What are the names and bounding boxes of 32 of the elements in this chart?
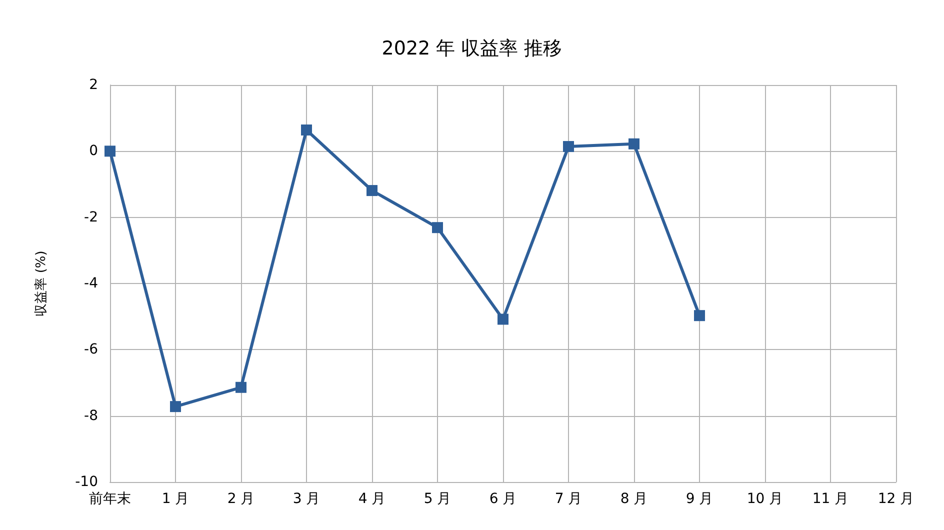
- x-tick-label: 9 月: [686, 491, 714, 507]
- point: [563, 141, 574, 152]
- x-tick-label: 11 月: [812, 491, 849, 507]
- y-tick-label: -10: [75, 474, 98, 490]
- y-tick-label: 0: [89, 143, 98, 160]
- x-tick-label: 8 月: [620, 491, 648, 507]
- x-tick-label: 前年末: [89, 491, 131, 507]
- y-tick-label: -4: [84, 276, 98, 292]
- point: [694, 310, 705, 322]
- point: [104, 146, 116, 157]
- x-tick-label: 7 月: [554, 491, 582, 507]
- y-tick-label: -6: [84, 342, 98, 358]
- y-tick-label: 2: [89, 77, 98, 93]
- x-tick-label: 6 月: [489, 491, 517, 507]
- x-tick-label: 3 月: [292, 491, 320, 507]
- point: [301, 124, 312, 136]
- point: [628, 138, 640, 150]
- x-tick-label: 10 月: [746, 491, 784, 507]
- y-tick-label: -8: [84, 408, 98, 424]
- y-axis-title: 収益率 (%): [33, 250, 49, 316]
- x-tick-label: 12 月: [878, 491, 914, 507]
- point: [498, 314, 508, 325]
- x-tick-label: 5 月: [424, 491, 452, 507]
- point: [236, 382, 246, 393]
- y-tick-label: -2: [84, 209, 98, 226]
- point: [432, 222, 443, 234]
- point: [366, 185, 378, 196]
- x-tick-label: 2 月: [227, 491, 255, 507]
- x-tick-label: 1 月: [162, 491, 190, 507]
- chart-title: 2022 年 収益率 推移: [382, 38, 562, 60]
- point: [170, 401, 181, 412]
- x-tick-label: 4 月: [358, 491, 386, 507]
